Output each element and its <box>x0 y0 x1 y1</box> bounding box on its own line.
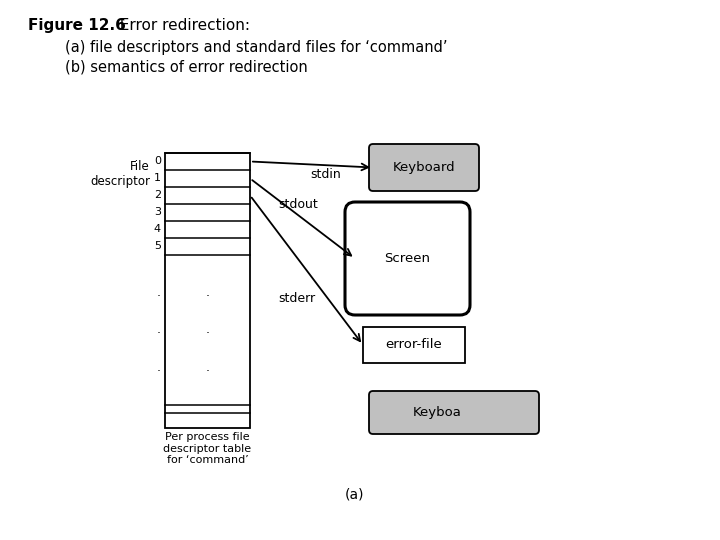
Text: Keyboard: Keyboard <box>392 161 455 174</box>
Text: .: . <box>205 323 210 336</box>
Bar <box>165 153 250 428</box>
Text: (b) semantics of error redirection: (b) semantics of error redirection <box>28 60 307 75</box>
Text: .: . <box>205 361 210 374</box>
Text: .: . <box>157 361 161 374</box>
Text: (a): (a) <box>346 488 365 502</box>
Text: Figure 12.6: Figure 12.6 <box>28 18 126 33</box>
Text: Error redirection:: Error redirection: <box>110 18 250 33</box>
Text: 1: 1 <box>154 173 161 184</box>
Text: stdout: stdout <box>278 199 318 212</box>
Text: stderr: stderr <box>278 292 315 305</box>
Text: error-file: error-file <box>386 339 442 352</box>
Text: File
descriptor: File descriptor <box>90 160 150 188</box>
FancyBboxPatch shape <box>369 391 539 434</box>
Text: .: . <box>157 323 161 336</box>
Text: .: . <box>205 286 210 299</box>
Text: Per process file
descriptor table
for ‘command’: Per process file descriptor table for ‘c… <box>163 432 251 465</box>
Text: stdin: stdin <box>310 168 341 181</box>
Text: 0: 0 <box>154 157 161 166</box>
Text: 5: 5 <box>154 241 161 251</box>
Text: 2: 2 <box>154 191 161 200</box>
Text: (a) file descriptors and standard files for ‘command’: (a) file descriptors and standard files … <box>28 40 448 55</box>
FancyBboxPatch shape <box>363 327 465 363</box>
Text: Screen: Screen <box>384 252 431 265</box>
FancyBboxPatch shape <box>345 202 470 315</box>
Text: Keyboa: Keyboa <box>413 406 462 419</box>
Text: 3: 3 <box>154 207 161 218</box>
Text: .: . <box>157 286 161 299</box>
Text: 4: 4 <box>154 224 161 234</box>
FancyBboxPatch shape <box>369 144 479 191</box>
